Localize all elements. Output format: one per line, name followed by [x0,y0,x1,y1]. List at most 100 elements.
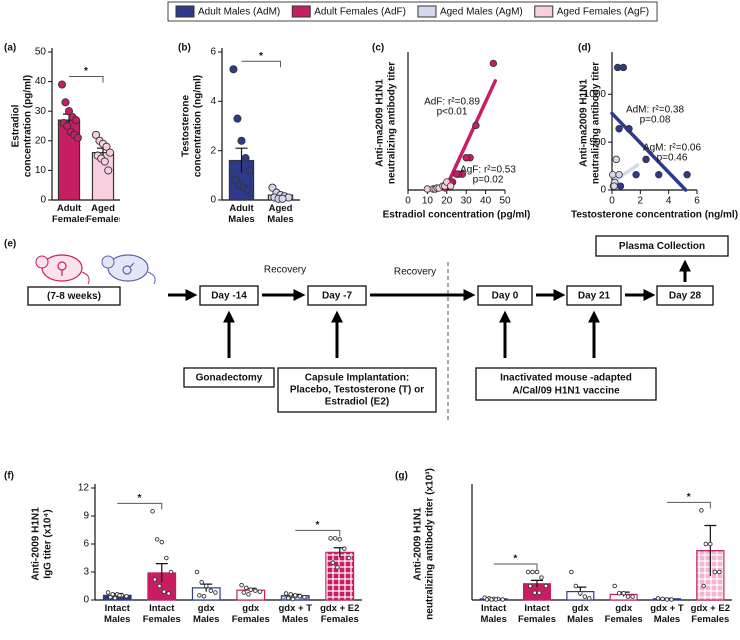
data-point [534,569,540,575]
panel-label: (a) [4,43,16,54]
data-point [612,583,617,589]
data-point [587,596,592,601]
y-axis-label: concentration (ng/ml) [193,75,204,177]
x-tick-label: Adult Females [52,203,86,225]
x-tick-label: 40 [480,196,492,207]
data-point [166,591,171,596]
data-point [493,597,499,602]
y-tick-label: 0 [83,595,89,606]
y-tick-label: 12 [78,483,90,494]
data-point [630,594,635,599]
day-box [656,285,714,306]
y-tick-label: 0 [600,185,606,196]
data-point [150,509,155,514]
data-point [208,588,214,593]
data-point [712,569,718,575]
x-tick-label: Adult Males [228,203,255,225]
x-tick-label: gdx + E2 Females [690,603,730,625]
y-tick-label: 40 [35,76,47,87]
capsule-box [277,367,437,413]
data-point [286,595,291,601]
y-tick-label: 0 [210,195,216,206]
data-point [248,587,253,592]
data-point [243,186,252,195]
data-point [104,166,113,175]
y-tick-label: 6 [210,47,216,58]
y-tick-label: 1000 [584,89,607,100]
y-tick-label: 4 [210,96,216,107]
x-tick-label-box: Aged Males [267,203,293,225]
data-point [489,59,498,68]
data-point [472,121,480,130]
significance-label: * [513,554,517,565]
x-tick-label: gdx Females [604,603,643,625]
error-bar [235,147,248,173]
data-point [245,166,254,175]
x-axis-label: Estradiol concentration (pg/ml) [383,210,531,221]
x-tick-label: 0 [405,196,411,207]
recovery-label: Recovery [264,265,306,276]
data-point [152,577,158,582]
data-point [582,594,588,599]
day-label: Day -14 [211,291,247,302]
data-point [615,170,623,179]
y-tick-label: 2 [210,145,216,156]
recovery-label: Recovery [394,267,436,278]
y-tick-label: 30 [35,106,47,117]
data-point [330,560,336,565]
data-point [500,597,505,602]
x-tick-label: 6 [694,196,700,207]
data-point [578,591,583,596]
data-point [297,594,303,599]
capsule-label: Capsule Implantation: [305,373,409,384]
data-point [61,98,70,107]
data-point [110,592,115,597]
y-tick-label: 9 [83,511,89,522]
data-point [64,107,74,116]
x-tick-label: Intact Males [480,603,507,625]
x-tick-label-box: Intact Females [518,603,556,625]
legend: Adult Males (AdM) Adult Females (AdF) Aged… [167,1,658,22]
vaccine-box [475,367,657,401]
data-point [157,583,162,589]
y-axis-label: concentration (pg/ml) [23,75,34,177]
data-point [610,182,618,190]
annotation: p=0.46 [657,153,688,164]
capsule-label: Estradiol (E2) [325,397,389,408]
y-axis-label: neutralizing antibody titer (x10³) [425,468,436,620]
collection-label: Plasma Collection [619,241,705,252]
data-point [243,585,249,591]
significance-label: * [84,66,88,77]
x-tick-label-box: Intact Females [143,603,181,625]
data-point [233,114,242,123]
x-tick-label-box: gdx Males [567,603,593,625]
bar-hatch [325,551,355,601]
data-point [539,575,544,580]
annotation: AdF: r²=0.89 [424,97,480,108]
x-tick-label: gdx + E2 Females [320,603,360,625]
data-point [108,594,113,600]
x-tick-label-box: gdx + T Males [650,603,684,625]
day-box [477,285,533,306]
x-tick-label: 0 [609,196,615,207]
data-point [655,596,661,601]
protocol-diagram: (e) (7-8 weeks) Day -14 Recovery Day -7 … [4,235,729,422]
data-point [346,555,352,561]
data-point [664,597,670,602]
x-tick-label-box: gdx + E2 Females [320,603,360,625]
data-point [293,593,298,598]
data-point [124,594,129,599]
error-bar [531,579,543,588]
data-point [332,536,338,541]
y-tick-label: 3 [83,567,89,578]
day-box [199,285,259,306]
significance-label: * [316,520,320,531]
legend-swatch [417,5,437,18]
data-point [159,539,164,545]
legend-swatch [291,5,311,18]
y-axis-label: Anti-2009 H1N1 [413,507,424,581]
legend-label: Aged Females (AgF) [557,7,649,18]
x-tick-label: 2 [638,196,644,207]
panel-label: (e) [4,239,16,250]
